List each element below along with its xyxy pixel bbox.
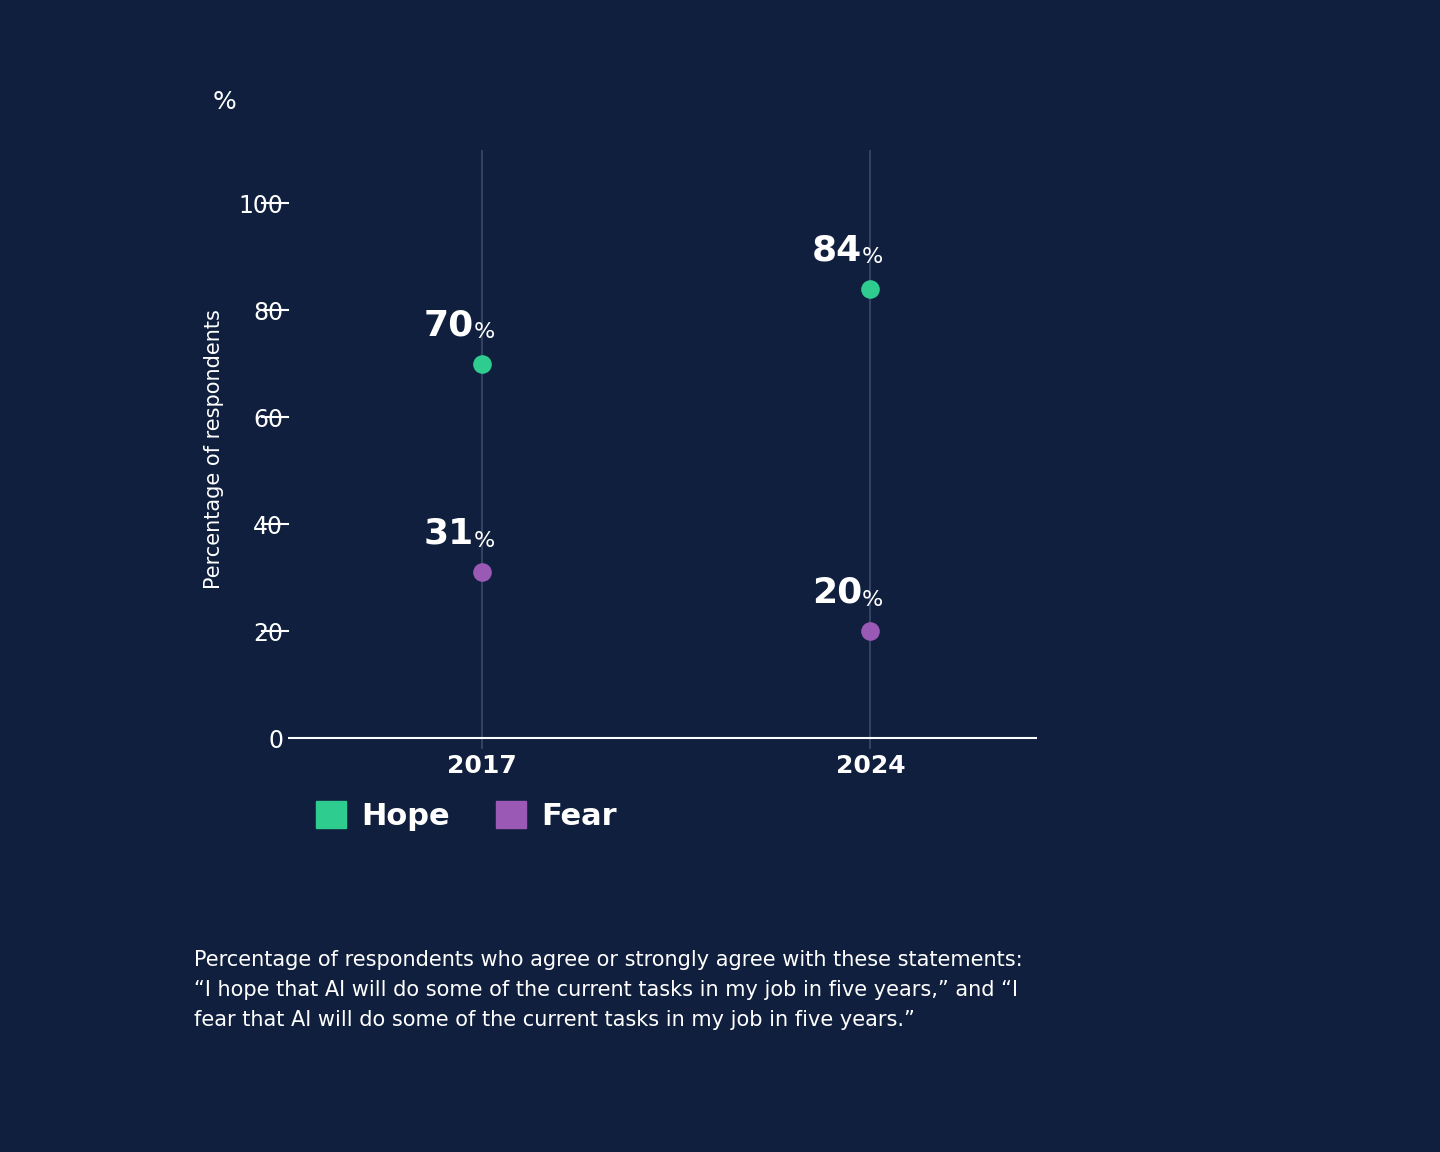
Text: %: % — [863, 590, 883, 609]
Text: 84: 84 — [812, 234, 863, 267]
Text: 31: 31 — [423, 517, 474, 551]
Text: %: % — [474, 323, 495, 342]
Point — [858, 622, 881, 641]
Text: 20: 20 — [812, 576, 863, 609]
Point — [858, 280, 881, 298]
Text: %: % — [474, 531, 495, 551]
Point — [471, 563, 494, 582]
Text: 70: 70 — [423, 309, 474, 342]
Text: Percentage of respondents who agree or strongly agree with these statements:
“I : Percentage of respondents who agree or s… — [194, 950, 1022, 1030]
Text: %: % — [213, 90, 236, 114]
Legend: Hope, Fear: Hope, Fear — [304, 788, 629, 843]
Text: %: % — [863, 248, 883, 267]
Y-axis label: Percentage of respondents: Percentage of respondents — [204, 310, 225, 589]
Point — [471, 355, 494, 373]
